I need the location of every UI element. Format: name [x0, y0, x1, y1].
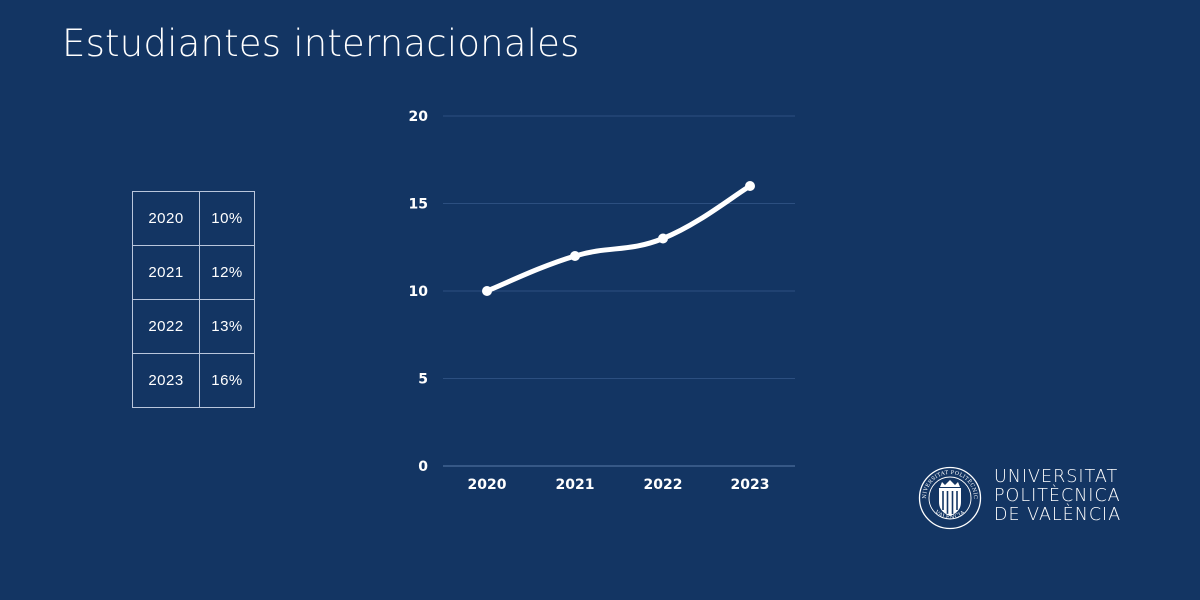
table-row: 2022 13%	[132, 299, 255, 354]
table-cell-year: 2021	[132, 245, 200, 300]
x-tick-label: 2021	[556, 477, 595, 493]
y-tick-label: 10	[409, 284, 429, 300]
series-markers	[482, 181, 755, 296]
data-point-marker	[658, 233, 668, 244]
x-tick-label: 2020	[468, 477, 507, 493]
y-tick-label: 5	[418, 372, 428, 388]
upv-seal-icon: UNIVERSITAT POLITÈCNICA VALÈNCIA	[918, 466, 982, 530]
table-cell-value: 12%	[199, 245, 255, 300]
wordmark-line-2: POLITÈCNICA	[994, 486, 1121, 506]
x-tick-label: 2023	[731, 477, 770, 493]
svg-text:VALÈNCIA: VALÈNCIA	[933, 509, 967, 521]
data-table: 2020 10% 2021 12% 2022 13% 2023 16%	[132, 191, 255, 408]
wordmark-line-1: UNIVERSITAT	[994, 467, 1119, 487]
slide-title: Estudiantes internacionales	[62, 22, 580, 65]
table-row: 2023 16%	[132, 353, 255, 408]
y-tick-label: 0	[418, 459, 428, 475]
series-line	[484, 183, 753, 294]
data-point-marker	[570, 251, 580, 261]
data-point-marker	[482, 286, 492, 296]
x-axis-ticks: 2020 2021 2022 2023	[468, 477, 770, 493]
table-row: 2021 12%	[132, 245, 255, 300]
y-tick-label: 20	[409, 109, 429, 125]
y-tick-label: 15	[409, 197, 428, 213]
data-point-marker	[745, 181, 755, 191]
wordmark-line-3: DE VALÈNCIA	[994, 505, 1122, 525]
table-cell-value: 16%	[199, 353, 255, 408]
y-axis-ticks: 0 5 10 15 20	[409, 109, 429, 475]
chart-gridlines	[443, 115, 795, 467]
university-wordmark: UNIVERSITAT POLITÈCNICA DE VALÈNCIA	[994, 468, 1121, 525]
table-cell-value: 13%	[199, 299, 255, 354]
x-tick-label: 2022	[644, 477, 683, 493]
